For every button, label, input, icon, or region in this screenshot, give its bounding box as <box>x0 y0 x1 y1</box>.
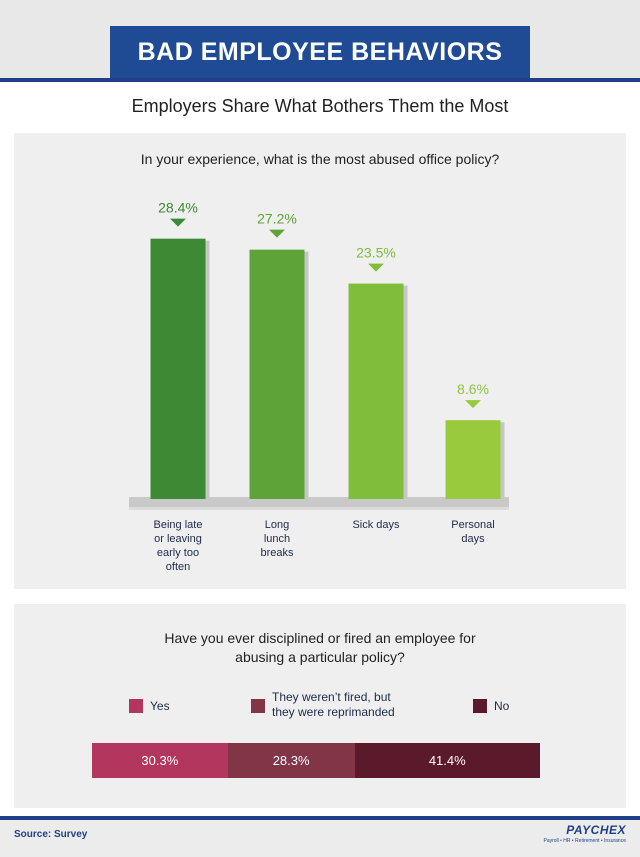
bar-group: 8.6% <box>445 381 505 499</box>
stacked-segment: 30.3% <box>92 743 228 778</box>
category-label-line: Long <box>264 519 290 531</box>
category-label: Sick days <box>321 518 431 532</box>
policy-bar-chart: 28.4% 27.2% 23.5% 8.6% <box>129 200 509 510</box>
category-label-line: or leaving <box>154 533 202 545</box>
bar <box>348 283 404 499</box>
bar-group: 28.4% <box>150 200 210 499</box>
bar-pointer-icon <box>170 218 186 227</box>
category-label: Long lunch breaks <box>222 518 332 560</box>
footer-band <box>0 820 640 857</box>
category-label-line: early too <box>156 547 200 559</box>
paychex-logo: PAYCHEX Payroll • HR • Retirement • Insu… <box>543 823 626 844</box>
legend-swatch-no <box>473 699 487 713</box>
bar-value-label: 8.6% <box>457 381 489 397</box>
legend-item-yes: Yes <box>129 699 170 714</box>
bar <box>150 238 206 499</box>
page-subtitle: Employers Share What Bothers Them the Mo… <box>131 96 509 116</box>
legend-swatch-yes <box>129 699 143 713</box>
category-label-line: breaks <box>260 547 294 559</box>
category-label-line: Personal <box>451 519 495 531</box>
bar <box>249 249 305 499</box>
page-title: BAD EMPLOYEE BEHAVIORS <box>137 37 503 66</box>
footer-rule <box>0 816 640 820</box>
category-label-line: Sick days <box>352 519 400 531</box>
header-rule <box>0 78 640 82</box>
bar-value-label: 27.2% <box>257 211 297 227</box>
category-label-line: lunch <box>263 533 291 545</box>
legend-label: They weren’t fired, but they were reprim… <box>272 690 395 719</box>
legend-label: Yes <box>150 699 170 713</box>
bar-group: 23.5% <box>348 245 408 499</box>
category-label-line: often <box>165 561 191 573</box>
bar-pointer-icon <box>368 263 384 272</box>
legend-item-reprimanded: They weren’t fired, but they were reprim… <box>251 690 395 720</box>
source-note: Source: Survey <box>14 829 88 840</box>
discipline-stacked-bar: 30.3% 28.3% 41.4% <box>92 743 540 778</box>
bar <box>445 420 501 499</box>
policy-chart-title: In your experience, what is the most abu… <box>140 151 500 167</box>
category-label-line: Being late <box>153 519 203 531</box>
bar-group: 27.2% <box>249 211 309 499</box>
policy-chart-panel: In your experience, what is the most abu… <box>14 133 626 589</box>
bar-side <box>403 285 408 499</box>
stacked-segment: 28.3% <box>227 743 355 778</box>
discipline-title-line: abusing a particular policy? <box>235 649 405 665</box>
bar-value-label: 23.5% <box>356 245 396 261</box>
category-label-line: days <box>461 533 485 545</box>
bar-value-label: 28.4% <box>158 200 198 216</box>
bar-side <box>304 251 309 499</box>
category-label: Personal days <box>418 518 528 546</box>
chart-floor <box>129 497 509 507</box>
bar-side <box>205 240 210 499</box>
bar-pointer-icon <box>269 229 285 238</box>
discipline-chart-title: Have you ever disciplined or fired an em… <box>14 629 626 667</box>
chart-floor-edge <box>129 507 509 510</box>
bar-side <box>500 422 505 499</box>
legend-label: No <box>494 699 510 713</box>
bar-pointer-icon <box>465 400 481 409</box>
title-banner: BAD EMPLOYEE BEHAVIORS <box>110 26 530 78</box>
legend-item-no: No <box>473 699 509 714</box>
stacked-segment: 41.4% <box>354 743 540 778</box>
discipline-title-line: Have you ever disciplined or fired an em… <box>164 630 476 646</box>
legend-swatch-reprimanded <box>251 699 265 713</box>
category-label: Being late or leaving early too often <box>123 518 233 574</box>
